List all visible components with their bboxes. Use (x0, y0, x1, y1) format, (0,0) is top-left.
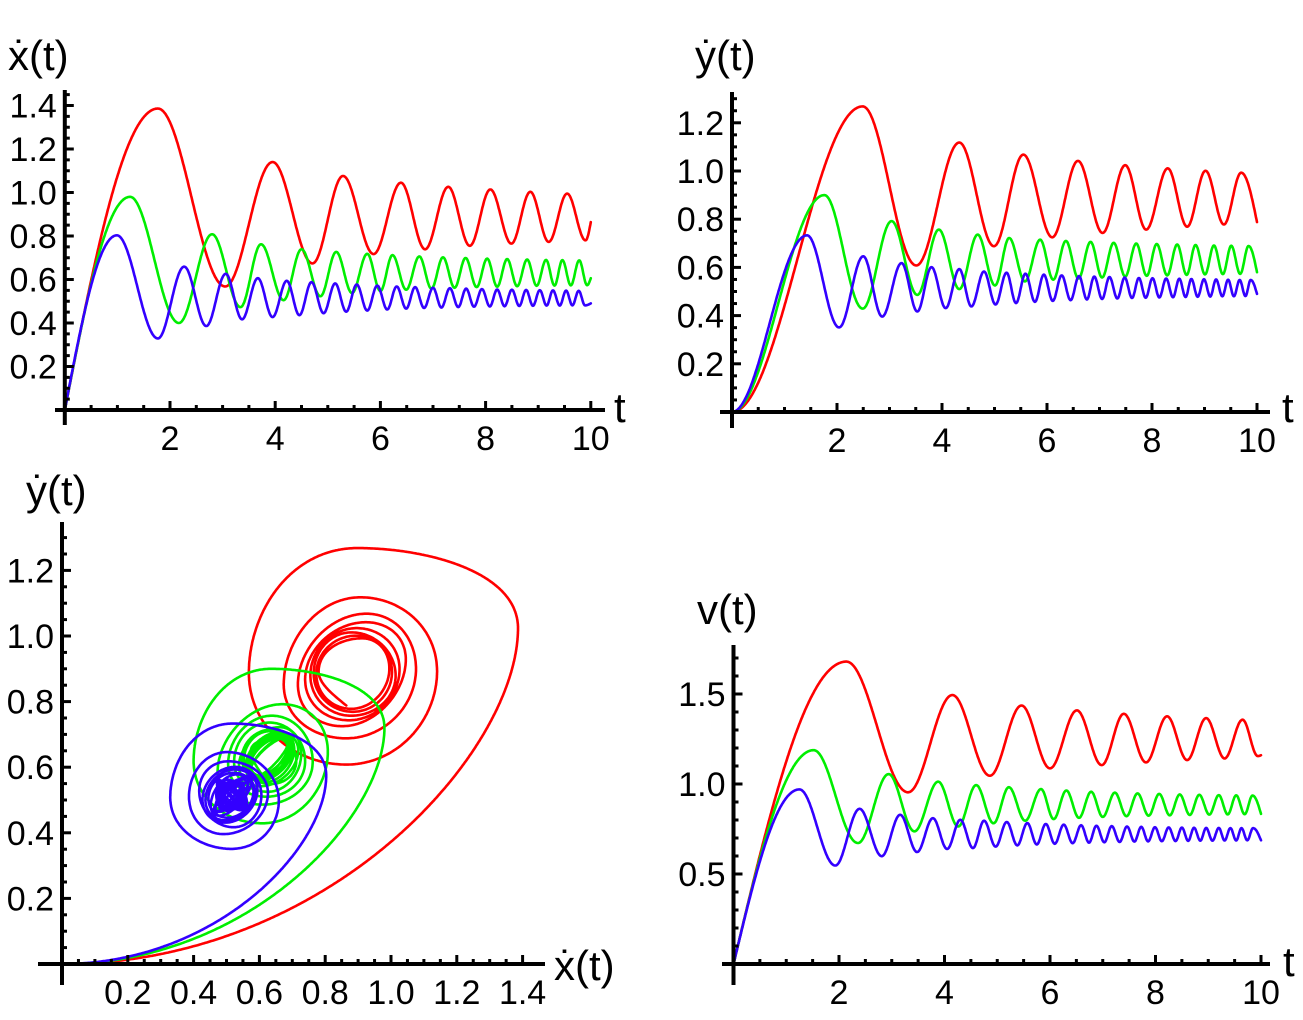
x-axis-title: ẋ(t) (554, 942, 615, 989)
x-tick-label: 2 (161, 420, 180, 458)
y-tick-label: 1.2 (10, 131, 57, 169)
y-tick-label: 0.4 (677, 298, 724, 336)
x-tick-label: 8 (476, 420, 495, 458)
x-tick-label: 0.8 (302, 974, 349, 1012)
y-tick-label: 1.0 (7, 618, 54, 656)
y-tick-label: 1.2 (677, 105, 724, 143)
y-axis-title: ẏ(t) (695, 32, 756, 79)
y-tick-label: 0.6 (7, 749, 54, 787)
x-axis-title: t (614, 384, 626, 431)
x-tick-label: 4 (933, 422, 952, 460)
x-axis-title: t (1282, 384, 1294, 431)
y-tick-label: 0.6 (677, 249, 724, 287)
y-tick-label: 1.5 (678, 676, 725, 714)
chart-v-vs-t: v(t) t 2 4 6 8 10 0.5 1.0 1.5 (678, 586, 1295, 1012)
x-tick-label: 10 (1242, 974, 1280, 1012)
x-tick-label: 0.2 (104, 974, 151, 1012)
series-line-blue (732, 788, 1263, 966)
y-tick-label: 0.4 (10, 305, 57, 343)
y-tick-label: 0.8 (7, 684, 54, 722)
y-tick-label: 0.8 (10, 218, 57, 256)
y-tick-label: 1.0 (10, 175, 57, 213)
y-tick-label: 1.0 (678, 766, 725, 804)
chart-ydot-vs-t: ẏ(t) t 2 4 6 8 10 0.2 0.4 0.6 0.8 1.0 1.2 (677, 32, 1294, 460)
y-tick-label: 1.4 (10, 88, 57, 126)
y-tick-label: 0.6 (10, 262, 57, 300)
series-line-red (732, 660, 1263, 966)
x-tick-label: 8 (1146, 974, 1165, 1012)
y-axis-title: ẋ(t) (8, 32, 69, 79)
x-tick-label: 4 (935, 974, 954, 1012)
y-tick-label: 1.2 (7, 552, 54, 590)
y-tick-label: 1.0 (677, 153, 724, 191)
chart-xdot-vs-t: ẋ(t) t 2 4 6 8 10 0.2 0.4 0.6 0.8 1.0 1.2 1.4 (8, 32, 626, 458)
series-group (732, 660, 1263, 966)
chart-phase-ydot-vs-xdot: ẏ(t) ẋ(t) 0.2 0.4 0.6 0.8 1.0 1.2 1.4 0.2 0.4 0.6… (7, 467, 615, 1012)
y-tick-label: 0.2 (7, 880, 54, 918)
y-tick-label: 0.8 (677, 201, 724, 239)
y-axis-title: v(t) (697, 586, 758, 633)
y-tick-label: 0.5 (678, 856, 725, 894)
y-tick-label: 0.2 (677, 346, 724, 384)
x-tick-label: 4 (266, 420, 285, 458)
y-tick-label: 0.2 (10, 349, 57, 387)
x-tick-label: 10 (1238, 422, 1276, 460)
series-group (63, 107, 593, 412)
series-line-red (63, 107, 593, 412)
series-line-green (63, 195, 593, 412)
series-group (60, 546, 520, 966)
x-tick-label: 8 (1143, 422, 1162, 460)
series-line-green (60, 667, 386, 966)
y-axis-title: ẏ(t) (26, 467, 87, 514)
x-tick-label: 6 (1038, 422, 1057, 460)
series-line-red (60, 546, 520, 966)
x-axis-title: t (1283, 938, 1295, 985)
x-tick-label: 1.4 (499, 974, 546, 1012)
x-tick-label: 10 (572, 420, 610, 458)
series-line-blue (730, 234, 1259, 414)
series-line-red (730, 105, 1259, 414)
x-tick-label: 2 (828, 422, 847, 460)
series-line-green (732, 748, 1263, 966)
y-tick-label: 0.4 (7, 815, 54, 853)
x-tick-label: 1.2 (433, 974, 480, 1012)
x-tick-label: 0.6 (236, 974, 283, 1012)
series-line-blue (63, 234, 593, 412)
x-tick-label: 1.0 (367, 974, 414, 1012)
series-group (730, 105, 1259, 414)
x-tick-label: 6 (371, 420, 390, 458)
x-tick-label: 0.4 (170, 974, 217, 1012)
x-tick-label: 2 (830, 974, 849, 1012)
x-tick-label: 6 (1041, 974, 1060, 1012)
series-line-green (730, 193, 1259, 414)
series-line-blue (60, 722, 328, 966)
